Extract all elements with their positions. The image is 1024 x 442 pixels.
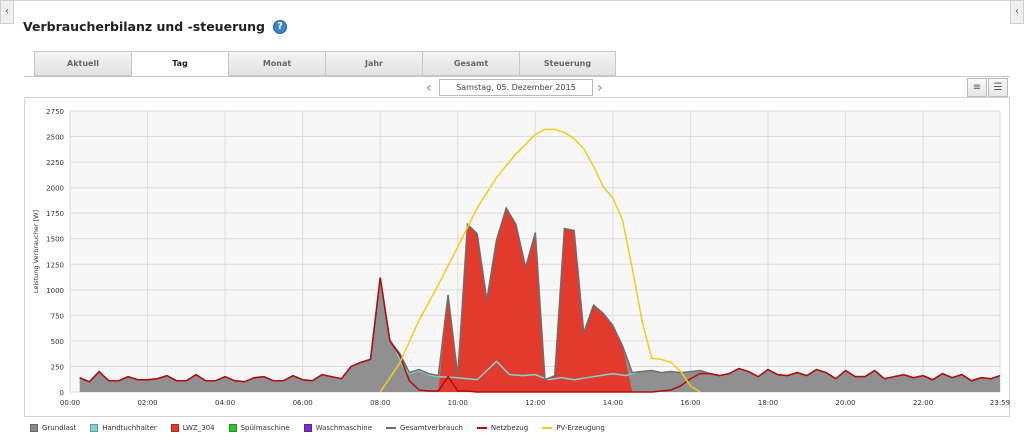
y-tick-label: 2750	[46, 108, 64, 116]
y-tick-label: 250	[51, 363, 64, 371]
y-tick-label: 2000	[46, 185, 64, 193]
next-day-button[interactable]: ›	[597, 80, 603, 96]
legend-label: Waschmaschine	[315, 424, 373, 432]
legend-label: Netzbezug	[490, 424, 529, 432]
y-tick-label: 1250	[46, 261, 64, 269]
tab-steuerung[interactable]: Steuerung	[519, 51, 616, 76]
legend-item[interactable]: Spülmaschine	[228, 424, 290, 432]
x-tick-label: 06:00	[293, 399, 313, 407]
legend-swatch	[228, 424, 237, 432]
stacked-view-button[interactable]: ≡	[967, 78, 987, 97]
legend-swatch	[542, 427, 553, 429]
legend-item[interactable]: Handtuchhalter	[90, 424, 157, 432]
x-tick-label: 18:00	[758, 399, 778, 407]
layers-icon: ≡	[972, 82, 982, 93]
y-tick-label: 1500	[46, 236, 64, 244]
x-tick-label: 08:00	[370, 399, 390, 407]
y-tick-label: 0	[60, 389, 64, 397]
legend-swatch	[30, 424, 38, 432]
x-tick-label: 16:00	[680, 399, 700, 407]
tab-divider	[24, 76, 1010, 77]
x-tick-label: 20:00	[835, 399, 855, 407]
legend-label: PV-Erzeugung	[556, 424, 605, 432]
y-tick-label: 1750	[46, 210, 64, 218]
legend-item[interactable]: Gesamtverbrauch	[386, 424, 463, 432]
help-icon[interactable]: ?	[272, 19, 287, 34]
x-tick-label: 04:00	[215, 399, 235, 407]
x-tick-label: 22:00	[913, 399, 933, 407]
legend-swatch	[386, 427, 397, 429]
y-tick-label: 2250	[46, 159, 64, 167]
x-tick-label: 14:00	[603, 399, 623, 407]
tab-bar: Aktuell Tag Monat Jahr Gesamt Steuerung	[34, 51, 616, 77]
legend-swatch	[303, 424, 312, 432]
tab-gesamt[interactable]: Gesamt	[422, 51, 519, 76]
series-lwz-area	[438, 208, 633, 392]
legend-label: Grundlast	[42, 424, 77, 432]
legend-item[interactable]: Waschmaschine	[303, 424, 373, 432]
series-handtuchhalter-line	[389, 338, 652, 381]
x-tick-label: 02:00	[137, 399, 157, 407]
legend-item[interactable]: Grundlast	[30, 424, 76, 432]
page-title: Verbraucherbilanz und -steuerung	[23, 19, 265, 34]
x-tick-label: 10:00	[448, 399, 468, 407]
legend-label: Spülmaschine	[240, 424, 290, 432]
series-pv-line	[379, 128, 701, 393]
list-view-button[interactable]: ☰	[988, 78, 1008, 97]
collapse-left-button[interactable]: ‹	[0, 0, 14, 24]
page-title-bar: Verbraucherbilanz und -steuerung ?	[23, 19, 287, 34]
list-icon: ☰	[993, 82, 1003, 93]
legend-item[interactable]: Netzbezug	[476, 424, 529, 432]
top-divider	[14, 0, 1010, 1]
legend-swatch	[170, 424, 179, 432]
tab-monat[interactable]: Monat	[228, 51, 325, 76]
tab-jahr[interactable]: Jahr	[325, 51, 422, 76]
y-tick-label: 1000	[46, 287, 64, 295]
legend-swatch	[476, 427, 487, 429]
date-field[interactable]: Samstag, 05. Dezember 2015	[439, 79, 593, 96]
legend-label: LWZ_304	[182, 424, 215, 432]
chart-legend: Grundlast Handtuchhalter LWZ_304 Spülmaschi…	[30, 424, 619, 432]
tab-aktuell[interactable]: Aktuell	[34, 51, 131, 76]
previous-day-button[interactable]: ‹	[426, 80, 432, 96]
consumption-chart: 0 250 500 750 1000 1250 1500 1750 2000 2250 2500 27…	[32, 108, 1010, 407]
legend-item[interactable]: LWZ_304	[170, 424, 215, 432]
y-tick-label: 500	[51, 338, 64, 346]
y-axis-label: Leistung Verbraucher [W]	[32, 210, 40, 293]
x-tick-label: 00:00	[60, 399, 80, 407]
y-tick-label: 2500	[46, 134, 64, 142]
y-tick-label: 750	[51, 312, 64, 320]
chevron-left-icon: ‹	[5, 6, 9, 17]
legend-swatch	[90, 424, 99, 432]
legend-label: Handtuchhalter	[102, 424, 157, 432]
series-netzbezug-line	[79, 277, 1001, 393]
legend-label: Gesamtverbrauch	[400, 424, 463, 432]
tab-tag[interactable]: Tag	[131, 51, 228, 77]
x-tick-label: 23:59	[990, 399, 1010, 407]
legend-item[interactable]: PV-Erzeugung	[542, 424, 605, 432]
x-tick-label: 12:00	[525, 399, 545, 407]
chevron-left-icon: ‹	[1015, 6, 1019, 17]
collapse-right-button[interactable]: ‹	[1010, 0, 1024, 24]
